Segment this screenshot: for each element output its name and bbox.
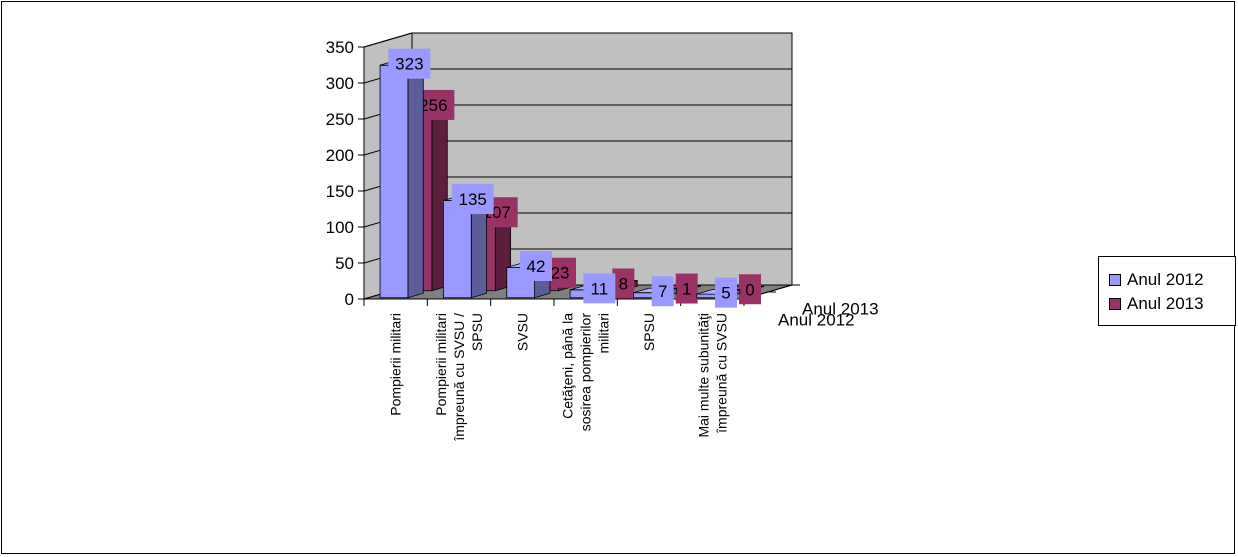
category-label-line: SPSU [469,313,485,351]
bar [442,200,472,299]
depth-label-0: Anul 2012 [778,311,855,330]
depth-label-1: Anul 2013 [802,300,879,319]
y-tick-label: 150 [326,182,354,201]
legend-item-2013: Anul 2013 [1109,293,1204,315]
category-label-line: împreună cu SVSU / [451,313,467,442]
category-label-line: militari [596,313,612,353]
category-label-line: SPSU [641,313,657,351]
y-tick-label: 0 [345,290,354,309]
data-label: 23 [551,264,570,283]
y-tick-label: 250 [326,110,354,129]
bar-side [407,60,424,299]
data-label: 323 [395,55,423,74]
data-label-box [675,273,698,304]
data-label-box [612,268,635,299]
data-label: 7 [658,282,667,301]
legend: Anul 2012 Anul 2013 [1098,256,1236,326]
data-label-box [520,251,553,282]
y-tick-label: 300 [326,74,354,93]
data-label-box [739,274,762,305]
legend-swatch-2013 [1109,298,1121,310]
bar [379,64,409,299]
legend-item-2012: Anul 2012 [1109,269,1204,291]
category-label-line: Pompierii militari [388,313,404,416]
data-label-box [388,48,431,79]
category-label-line: Pompierii militari [433,313,449,416]
category-label: Mai multe subunităţi împreună cu SVSU [695,313,729,438]
data-label-box [715,277,738,308]
category-label-line: Cetăţeni, până la [560,313,576,419]
category-label: Cetăţeni, până la sosirea pompierilor mili… [560,313,612,432]
legend-label-2012: Anul 2012 [1127,270,1204,289]
y-tick-label: 100 [326,218,354,237]
category-label-line: sosirea pompierilor [578,313,594,432]
y-tick-label: 350 [326,38,354,57]
data-label: 5 [721,284,730,303]
data-label: 135 [458,190,486,209]
data-label: 1 [682,280,691,299]
data-label-box [651,276,674,307]
category-label-line: Mai multe subunităţi [695,313,711,438]
y-tick-label: 200 [326,146,354,165]
data-label: 8 [619,275,628,294]
y-tick-label: 50 [335,254,354,273]
data-label: 0 [745,280,754,299]
category-label-line: SVSU [514,313,530,351]
gridline [363,32,792,48]
category-label: Pompierii militari [388,313,404,416]
legend-swatch-2012 [1109,274,1121,286]
data-label: 42 [527,257,546,276]
data-label-box [451,184,494,215]
data-label: 11 [591,279,609,298]
legend-label-2013: Anul 2013 [1127,294,1204,313]
data-label-box [583,273,616,304]
category-label: SVSU [514,313,530,351]
category-label: SPSU [641,313,657,351]
category-label-line: împreună cu SVSU [713,313,729,434]
data-label: 256 [419,96,447,115]
category-label: Pompierii militari împreună cu SVSU / SPSU [433,313,485,442]
